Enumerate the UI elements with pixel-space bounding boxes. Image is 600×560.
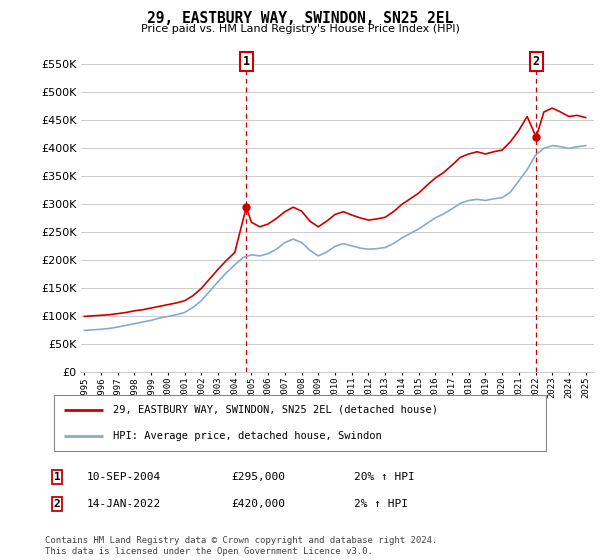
- Text: Price paid vs. HM Land Registry's House Price Index (HPI): Price paid vs. HM Land Registry's House …: [140, 24, 460, 34]
- Text: 2: 2: [53, 499, 61, 509]
- Text: 29, EASTBURY WAY, SWINDON, SN25 2EL (detached house): 29, EASTBURY WAY, SWINDON, SN25 2EL (det…: [113, 405, 438, 415]
- Text: Contains HM Land Registry data © Crown copyright and database right 2024.
This d: Contains HM Land Registry data © Crown c…: [45, 536, 437, 556]
- Text: 2: 2: [533, 55, 540, 68]
- Text: 29, EASTBURY WAY, SWINDON, SN25 2EL: 29, EASTBURY WAY, SWINDON, SN25 2EL: [147, 11, 453, 26]
- Text: £295,000: £295,000: [231, 472, 285, 482]
- Text: 1: 1: [243, 55, 250, 68]
- Text: 10-SEP-2004: 10-SEP-2004: [87, 472, 161, 482]
- Text: 14-JAN-2022: 14-JAN-2022: [87, 499, 161, 509]
- Text: 1: 1: [53, 472, 61, 482]
- Text: £420,000: £420,000: [231, 499, 285, 509]
- Text: 20% ↑ HPI: 20% ↑ HPI: [354, 472, 415, 482]
- Text: HPI: Average price, detached house, Swindon: HPI: Average price, detached house, Swin…: [113, 431, 382, 441]
- Text: 2% ↑ HPI: 2% ↑ HPI: [354, 499, 408, 509]
